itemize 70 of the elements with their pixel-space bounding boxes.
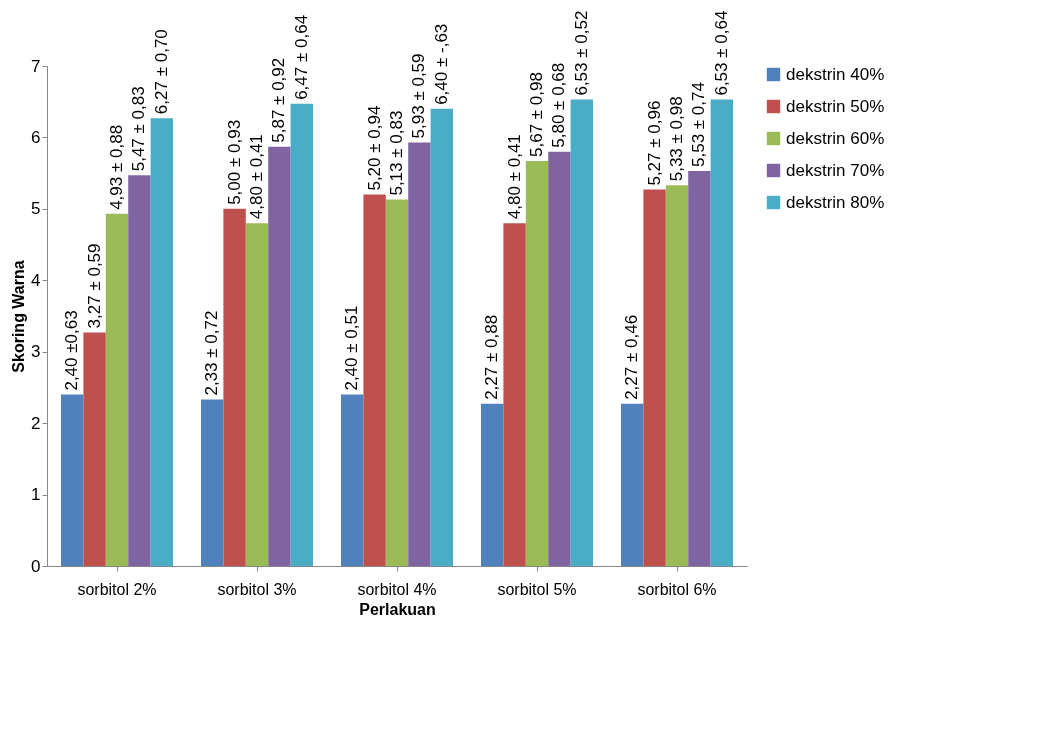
x-tick-label: sorbitol 2%	[77, 580, 157, 598]
data-label: 4,80 ± 0,41	[247, 134, 266, 220]
bar	[105, 213, 129, 566]
x-tick-label: sorbitol 3%	[217, 580, 297, 598]
y-axis-title: Skoring Warna	[10, 260, 28, 373]
bar	[430, 108, 453, 566]
bar	[268, 146, 291, 566]
bar	[83, 332, 106, 566]
x-axis-title: Perlakuan	[359, 600, 436, 618]
data-label: 3,27 ± 0,59	[84, 243, 104, 329]
data-label: 5,27 ± 0,96	[644, 100, 664, 186]
bar	[548, 151, 571, 566]
x-tick-label: sorbitol 4%	[357, 580, 437, 598]
bar	[621, 403, 644, 566]
y-tick-label: 4	[31, 270, 41, 290]
data-label: 5,53 ± 0,74	[689, 82, 709, 167]
bar	[150, 118, 173, 566]
bar	[503, 223, 526, 566]
bar	[710, 99, 733, 566]
data-label: 2,33 ± 0,72	[202, 310, 222, 396]
data-label: 5,13 ± 0,83	[387, 110, 406, 196]
legend-label: dekstrin 60%	[786, 128, 885, 148]
bar	[643, 189, 666, 566]
bar	[385, 199, 409, 566]
bar	[245, 223, 269, 566]
bar	[201, 399, 224, 566]
bar	[128, 175, 151, 566]
bar	[223, 208, 246, 566]
data-label: 5,00 ± 0,93	[224, 119, 244, 205]
data-label: 5,93 ± 0,59	[409, 53, 429, 139]
legend-label: dekstrin 40%	[786, 64, 885, 84]
y-tick-label: 1	[31, 485, 41, 505]
y-tick-label: 7	[31, 56, 41, 76]
bar	[290, 103, 313, 566]
y-tick-label: 6	[31, 127, 41, 147]
data-label: 6,40 ± -,63	[431, 23, 451, 105]
data-label: 5,87 ± 0,92	[269, 57, 289, 143]
x-tick-label: sorbitol 6%	[637, 580, 717, 598]
data-label: 2,27 ± 0,46	[622, 314, 642, 400]
data-label: 4,93 ± 0,88	[107, 124, 126, 210]
data-label: 4,80 ± 0,41	[504, 134, 524, 220]
data-label: 6,27 ± 0,70	[151, 29, 171, 115]
bar	[61, 394, 84, 566]
data-label: 5,80 ± 0,68	[549, 62, 569, 148]
x-tick-label: sorbitol 5%	[497, 580, 577, 598]
y-tick-label: 0	[31, 556, 41, 576]
data-label: 6,47 ± 0,64	[291, 14, 311, 100]
data-label: 6,53 ± 0,64	[711, 10, 731, 96]
bar	[408, 142, 431, 566]
legend-label: dekstrin 80%	[786, 192, 885, 212]
data-label: 2,27 ± 0,88	[482, 314, 502, 400]
data-label: 6,53 ± 0,52	[571, 10, 591, 96]
bar	[665, 185, 689, 566]
bar	[363, 194, 386, 566]
bar	[688, 171, 711, 566]
data-label: 5,33 ± 0,98	[667, 96, 686, 182]
data-label: 5,67 ± 0,98	[527, 72, 546, 157]
bar	[341, 394, 364, 566]
bar	[481, 403, 504, 566]
bar	[525, 161, 549, 566]
legend-label: dekstrin 50%	[786, 96, 885, 116]
data-label: 5,47 ± 0,83	[129, 86, 149, 172]
y-tick-label: 2	[31, 413, 41, 433]
data-label: 5,20 ± 0,94	[364, 105, 384, 191]
data-label: 2,40 ±0,63	[62, 310, 82, 391]
data-label: 2,40 ± 0,51	[342, 305, 362, 391]
y-tick-label: 5	[31, 199, 41, 219]
legend-label: dekstrin 70%	[786, 160, 885, 180]
y-tick-label: 3	[31, 342, 41, 362]
bar	[570, 99, 593, 566]
